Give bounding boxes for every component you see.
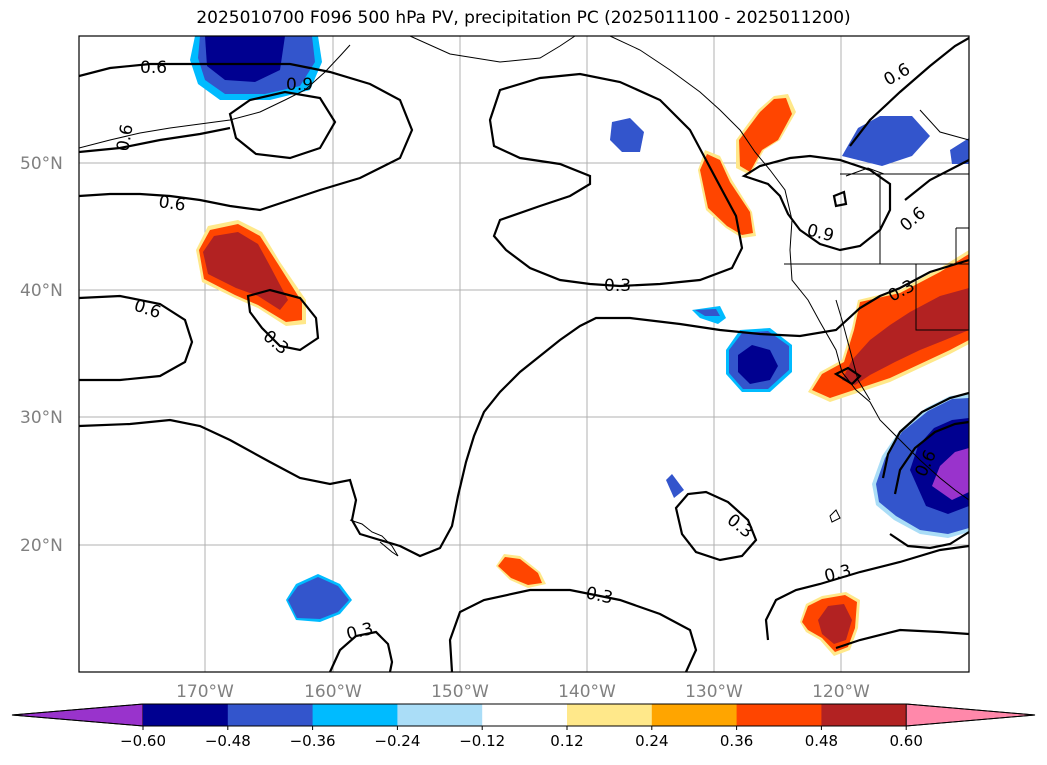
colorbar-segment (482, 704, 568, 726)
positive-anomaly (739, 98, 792, 172)
negative-anomaly (205, 36, 285, 82)
negative-anomaly (610, 118, 644, 152)
lat-label: 30°N (20, 408, 63, 428)
negative-anomaly (932, 448, 969, 500)
colorbar-segment (567, 704, 653, 726)
negative-anomaly (288, 577, 349, 619)
colorbar-tick-label: −0.36 (290, 732, 336, 750)
colorbar-tick-label: −0.60 (120, 732, 166, 750)
coastlines (79, 36, 969, 557)
colorbar-segment (312, 704, 398, 726)
colorbar-segment (143, 704, 229, 726)
colorbar-segment (651, 704, 738, 726)
map-frame (78, 35, 970, 673)
contour-label: 0.9 (805, 220, 836, 246)
lon-label: 160°W (304, 682, 362, 702)
colorbar-segment (227, 704, 314, 726)
negative-anomaly (666, 474, 684, 498)
lat-labels: 50°N 40°N 30°N 20°N (20, 154, 63, 556)
map-title: 2025010700 F096 500 hPa PV, precipitatio… (196, 8, 851, 28)
lon-label: 170°W (176, 682, 234, 702)
contour-label: 0.3 (604, 276, 631, 296)
negative-anomaly (950, 138, 969, 164)
colorbar-tick-label: 0.12 (550, 732, 583, 750)
contour-label: 0.3 (344, 619, 375, 645)
lon-label: 130°W (685, 682, 743, 702)
contour-label: 0.6 (140, 58, 167, 78)
lat-label: 20°N (20, 536, 63, 556)
contour-label: 0.6 (896, 203, 930, 236)
lon-label: 150°W (431, 682, 489, 702)
pv-contours (79, 37, 969, 672)
colorbar-extend-min (11, 703, 144, 727)
map-panel: 0.6 0.9 0.6 0.6 0.6 0.3 0.3 0.9 0.6 0.6 … (79, 36, 969, 672)
contour-label: 0.6 (113, 123, 137, 153)
colorbar-tick-label: −0.48 (205, 732, 251, 750)
graticule (79, 36, 969, 672)
colorbar-extend-max (905, 703, 1036, 727)
lon-label: 140°W (558, 682, 616, 702)
contour-label: 0.3 (259, 327, 293, 360)
positive-anomaly (842, 288, 969, 385)
contour-label: 0.3 (723, 510, 757, 542)
contour-label: 0.3 (822, 561, 853, 587)
contour-label: 0.6 (157, 192, 187, 216)
negative-anomaly (738, 345, 778, 384)
colorbar-tick-label: 0.24 (635, 732, 668, 750)
colorbar: −0.60 −0.48 −0.36 −0.24 −0.12 0.12 0.24 0.36 0.4… (11, 703, 1036, 750)
lat-label: 40°N (20, 281, 63, 301)
contour-label: 0.6 (131, 296, 163, 323)
positive-anomaly (498, 557, 542, 585)
lat-label: 50°N (20, 154, 63, 174)
colorbar-segment (736, 704, 822, 726)
colorbar-segment (821, 704, 907, 726)
lon-labels: 170°W 160°W 150°W 140°W 130°W 120°W (176, 682, 870, 702)
colorbar-tick-label: −0.12 (459, 732, 505, 750)
contour-label: 0.9 (286, 75, 313, 95)
colorbar-segment (397, 704, 483, 726)
positive-anomaly (818, 604, 852, 644)
colorbar-tick-label: 0.48 (805, 732, 838, 750)
negative-anomaly (695, 309, 720, 316)
colorbar-tick-label: −0.24 (374, 732, 420, 750)
lon-label: 120°W (812, 682, 870, 702)
contour-label: 0.3 (584, 583, 615, 608)
contour-labels: 0.6 0.9 0.6 0.6 0.6 0.3 0.3 0.9 0.6 0.6 … (113, 58, 941, 645)
colorbar-tick-label: 0.36 (720, 732, 753, 750)
colorbar-tick-label: 0.60 (889, 732, 922, 750)
